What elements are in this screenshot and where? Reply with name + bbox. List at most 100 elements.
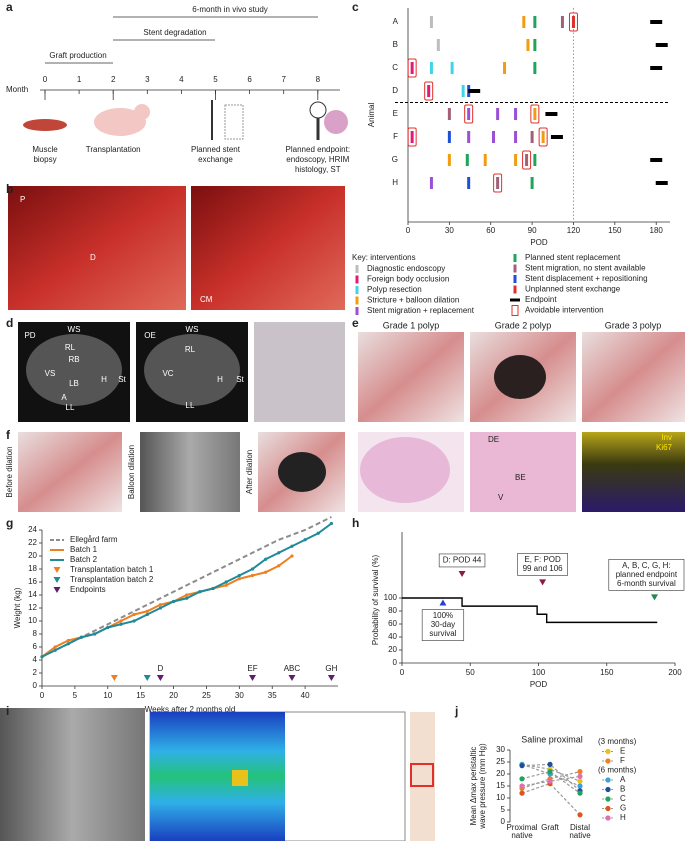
legend-swatch xyxy=(605,748,611,755)
point xyxy=(66,642,70,646)
avoidable xyxy=(568,12,578,32)
avoidable xyxy=(530,104,540,124)
bracket-label: Graft production xyxy=(49,51,106,60)
x-tick-label: 30 xyxy=(445,226,454,235)
stain-label: Ki67 xyxy=(656,443,673,452)
legend-group: (3 months) xyxy=(598,737,637,746)
point xyxy=(171,599,176,604)
point xyxy=(264,570,268,574)
annotation-text: survival xyxy=(429,629,456,638)
histo-label: V xyxy=(498,493,504,502)
image-tag: P xyxy=(20,195,25,204)
x-tick-label: 100 xyxy=(532,668,546,677)
legend-label: Ellegård farm xyxy=(70,535,118,544)
y-tick-label: 14 xyxy=(28,590,37,599)
month-label: 2 xyxy=(111,75,116,84)
event xyxy=(522,16,526,28)
x-tick-label: Graft xyxy=(541,823,560,832)
x-tick-label: 35 xyxy=(268,691,277,700)
grade-label: Grade 2 polyp xyxy=(495,320,552,330)
marker xyxy=(156,675,164,681)
legend-swatch xyxy=(355,275,359,284)
event xyxy=(467,177,471,189)
event xyxy=(447,131,451,143)
legend-label: Transplantation batch 2 xyxy=(70,575,154,584)
x-tick-label: 0 xyxy=(40,691,45,700)
annotation-box xyxy=(608,559,685,591)
y-tick-label: 80 xyxy=(388,606,397,615)
legend-label: Endpoints xyxy=(70,585,106,594)
point xyxy=(547,769,553,775)
panel-label: j xyxy=(454,704,458,718)
legend-swatch xyxy=(355,307,359,315)
y-axis-label: wave pressure (mm Hg) xyxy=(478,743,487,830)
point xyxy=(577,773,583,780)
y-tick-label: 6 xyxy=(33,642,38,651)
y-tick-label: E xyxy=(393,109,398,118)
legend-swatch xyxy=(605,777,611,783)
x-tick-label: 60 xyxy=(486,226,495,235)
pair-line xyxy=(521,763,581,787)
point xyxy=(577,790,583,796)
event xyxy=(436,39,440,51)
month-label: 1 xyxy=(77,75,82,84)
endpoint xyxy=(650,158,663,162)
x-tick-label: 150 xyxy=(600,668,614,677)
y-tick-label: 60 xyxy=(388,619,397,628)
y-tick-label: C xyxy=(392,63,398,72)
y-tick-label: 20 xyxy=(388,645,397,654)
legend-label: G xyxy=(620,804,626,813)
x-tick-label: 20 xyxy=(169,691,178,700)
y-tick-label: 30 xyxy=(496,745,505,754)
point xyxy=(547,761,553,768)
point xyxy=(53,648,57,652)
pair-line xyxy=(521,782,581,816)
x-axis-label: POD xyxy=(530,238,548,247)
panel-label: i xyxy=(6,704,9,718)
y-tick-label: 5 xyxy=(501,805,506,814)
panel-label: f xyxy=(6,428,11,442)
avoidable xyxy=(538,127,548,147)
annotation-text: planned endpoint xyxy=(616,570,678,579)
event xyxy=(450,62,454,74)
point xyxy=(577,783,583,789)
legend-swatch xyxy=(53,567,61,573)
marker xyxy=(248,675,256,681)
event xyxy=(496,108,500,120)
annotation-text: 6-month survival xyxy=(617,579,676,588)
y-tick-label: 40 xyxy=(388,632,397,641)
annotation-marker xyxy=(539,579,547,586)
ct-label: WS xyxy=(68,325,81,334)
x-tick-label: native xyxy=(569,831,591,840)
event xyxy=(533,154,537,166)
event xyxy=(514,131,518,143)
y-tick-label: 20 xyxy=(496,769,505,778)
y-tick-label: 0 xyxy=(33,681,38,690)
legend-label: Transplantation batch 1 xyxy=(70,565,154,574)
point xyxy=(132,612,136,617)
event xyxy=(525,154,529,166)
y-tick-label: 25 xyxy=(496,757,505,766)
month-label: 8 xyxy=(316,75,321,84)
y-tick-label: D xyxy=(392,86,398,95)
x-tick-label: 10 xyxy=(103,691,112,700)
y-axis-label: Mean Δmax peristaltic xyxy=(469,747,478,826)
ct-label: St xyxy=(118,375,126,384)
legend-label: E xyxy=(620,747,625,756)
legend-swatch xyxy=(513,285,517,294)
y-tick-label: 10 xyxy=(496,793,505,802)
ct-label: LB xyxy=(69,379,79,388)
avoidable xyxy=(424,81,434,101)
panel-label: c xyxy=(352,0,359,14)
survival-line xyxy=(402,597,658,624)
month-label: 7 xyxy=(281,75,286,84)
y-tick-label: A xyxy=(393,17,399,26)
ct-label: RL xyxy=(185,345,196,354)
legend-swatch xyxy=(355,296,359,305)
point xyxy=(224,580,228,584)
legend-swatch xyxy=(355,286,359,294)
legend-label: Planned stent replacement xyxy=(525,253,621,262)
ct-label: VS xyxy=(45,369,56,378)
step-label: Planned stent xyxy=(191,145,241,154)
pair-line xyxy=(521,771,581,789)
